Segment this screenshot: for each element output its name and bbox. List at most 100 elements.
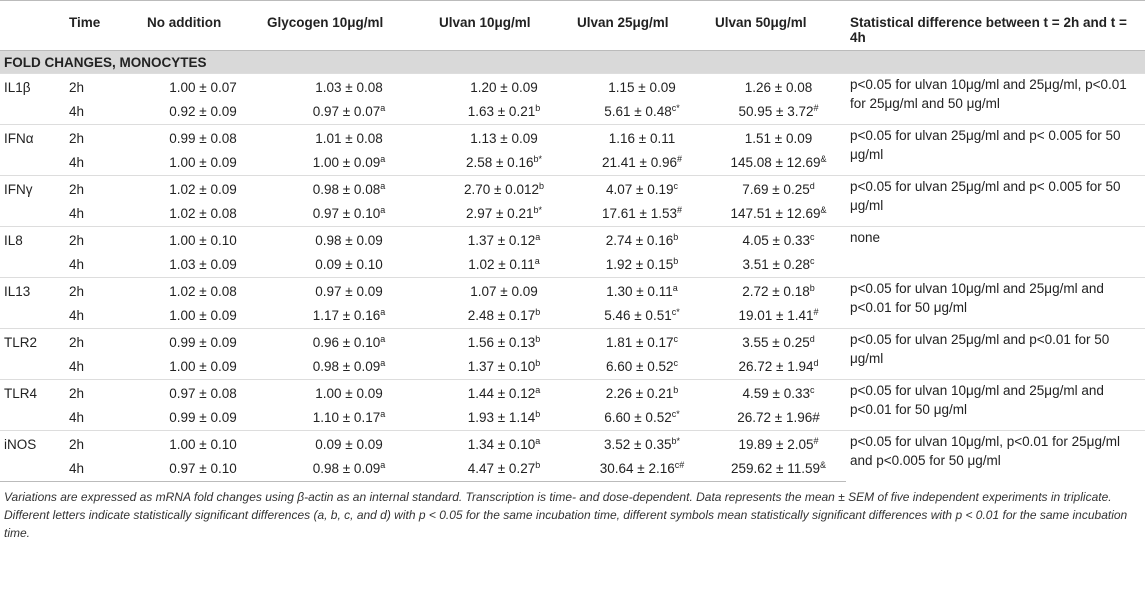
value-text: 1.00 ± 0.10 bbox=[169, 436, 237, 452]
time-label: 2h bbox=[65, 328, 143, 355]
value-cell: 17.61 ± 1.53# bbox=[573, 202, 711, 227]
value-cell: 5.46 ± 0.51c* bbox=[573, 304, 711, 329]
section-row: FOLD CHANGES, MONOCYTES bbox=[0, 50, 1145, 74]
value-text: 0.92 ± 0.09 bbox=[169, 104, 237, 120]
value-text: 2.97 ± 0.21 bbox=[466, 206, 534, 222]
data-row: 4h 1.00 ± 0.09 1.17 ± 0.16a 2.48 ± 0.17b 5.4… bbox=[0, 304, 1145, 329]
value-text: 1.92 ± 0.15 bbox=[605, 257, 674, 273]
value-cell: 1.00 ± 0.09 bbox=[143, 151, 263, 176]
value-superscript: a bbox=[380, 205, 386, 216]
value-superscript: d bbox=[809, 180, 815, 191]
value-superscript: b bbox=[535, 307, 541, 318]
value-superscript: c bbox=[673, 180, 678, 191]
empty-cell bbox=[0, 100, 65, 125]
empty-cell bbox=[0, 253, 65, 278]
value-cell: 1.03 ± 0.09 bbox=[143, 253, 263, 278]
value-text: 1.34 ± 0.10 bbox=[467, 436, 536, 452]
value-superscript: a bbox=[672, 282, 678, 293]
value-cell: 1.37 ± 0.12a bbox=[435, 226, 573, 253]
value-cell: 1.13 ± 0.09 bbox=[435, 124, 573, 151]
value-text: 2.74 ± 0.16 bbox=[605, 232, 674, 248]
gene-label: iNOS bbox=[0, 430, 65, 457]
value-cell: 1.02 ± 0.11a bbox=[435, 253, 573, 278]
value-cell: 1.26 ± 0.08 bbox=[711, 73, 846, 100]
value-cell: 0.98 ± 0.09 bbox=[263, 226, 435, 253]
value-cell: 21.41 ± 0.96# bbox=[573, 151, 711, 176]
value-superscript: & bbox=[820, 205, 827, 216]
value-text: 147.51 ± 12.69 bbox=[730, 206, 821, 222]
value-text: 2.70 ± 0.012 bbox=[464, 181, 539, 197]
value-superscript: d bbox=[809, 333, 815, 344]
value-cell: 1.81 ± 0.17c bbox=[573, 328, 711, 355]
value-cell: 1.63 ± 0.21b bbox=[435, 100, 573, 125]
value-text: 1.00 ± 0.09 bbox=[312, 155, 381, 171]
value-text: 0.98 ± 0.08 bbox=[312, 181, 381, 197]
value-superscript: # bbox=[676, 154, 682, 165]
value-cell: 1.51 ± 0.09 bbox=[711, 124, 846, 151]
stat-note: p<0.05 for ulvan 10μg/ml and 25μg/ml, p<… bbox=[846, 73, 1145, 125]
section-title: FOLD CHANGES, MONOCYTES bbox=[0, 50, 1145, 74]
value-superscript: b bbox=[535, 358, 541, 369]
stat-note: p<0.05 for ulvan 10μg/ml and 25μg/ml and… bbox=[846, 379, 1145, 431]
value-cell: 2.58 ± 0.16b* bbox=[435, 151, 573, 176]
data-row: 4h 0.97 ± 0.10 0.98 ± 0.09a 4.47 ± 0.27b 30.… bbox=[0, 456, 1145, 482]
value-superscript: c# bbox=[674, 460, 685, 471]
value-cell: 4.59 ± 0.33c bbox=[711, 379, 846, 406]
value-cell: 1.44 ± 0.12a bbox=[435, 379, 573, 406]
header-cell: Time bbox=[65, 0, 143, 51]
time-label: 2h bbox=[65, 430, 143, 457]
value-text: 2.48 ± 0.17 bbox=[467, 308, 536, 324]
stat-note: p<0.05 for ulvan 25μg/ml and p<0.01 for … bbox=[846, 328, 1145, 380]
value-text: 145.08 ± 12.69 bbox=[730, 155, 821, 171]
value-cell: 1.34 ± 0.10a bbox=[435, 430, 573, 457]
value-cell: 2.72 ± 0.18b bbox=[711, 277, 846, 304]
empty-cell bbox=[0, 304, 65, 329]
data-row: 4h 1.00 ± 0.09 0.98 ± 0.09a 1.37 ± 0.10b 6.6… bbox=[0, 355, 1145, 380]
value-text: 0.98 ± 0.09 bbox=[312, 359, 381, 375]
value-cell: 0.99 ± 0.09 bbox=[143, 328, 263, 355]
gene-label: IFNα bbox=[0, 124, 65, 151]
data-row: 4h 1.03 ± 0.09 0.09 ± 0.10 1.02 ± 0.11a 1.92… bbox=[0, 253, 1145, 278]
value-cell: 1.10 ± 0.17a bbox=[263, 406, 435, 431]
gene-label: TLR2 bbox=[0, 328, 65, 355]
value-text: 1.37 ± 0.12 bbox=[467, 232, 536, 248]
value-cell: 0.97 ± 0.08 bbox=[143, 379, 263, 406]
data-row: IL8 2h 1.00 ± 0.10 0.98 ± 0.09 1.37 ± 0.12a 2… bbox=[0, 226, 1145, 278]
header-cell: Ulvan 10μg/ml bbox=[435, 0, 573, 51]
value-cell: 0.97 ± 0.10 bbox=[143, 456, 263, 482]
value-cell: 1.02 ± 0.08 bbox=[143, 277, 263, 304]
value-text: 2.58 ± 0.16 bbox=[466, 155, 534, 171]
value-superscript: & bbox=[819, 460, 826, 471]
gene-label: IL8 bbox=[0, 226, 65, 253]
stat-note: p<0.05 for ulvan 10μg/ml, p<0.01 for 25μ… bbox=[846, 430, 1145, 482]
gene-label: TLR4 bbox=[0, 379, 65, 406]
value-text: 1.02 ± 0.08 bbox=[169, 283, 237, 299]
value-cell: 1.02 ± 0.08 bbox=[143, 202, 263, 227]
header-cell: Ulvan 50μg/ml bbox=[711, 0, 846, 51]
value-text: 1.01 ± 0.08 bbox=[315, 130, 383, 146]
value-text: 0.09 ± 0.10 bbox=[315, 257, 383, 273]
value-cell: 0.99 ± 0.08 bbox=[143, 124, 263, 151]
value-text: 1.30 ± 0.11 bbox=[606, 283, 673, 299]
value-text: 0.98 ± 0.09 bbox=[315, 232, 383, 248]
value-superscript: c bbox=[673, 333, 678, 344]
value-superscript: b bbox=[535, 460, 541, 471]
time-label: 2h bbox=[65, 124, 143, 151]
stat-note: none bbox=[846, 226, 1145, 278]
value-cell: 1.00 ± 0.09 bbox=[143, 355, 263, 380]
value-superscript: c bbox=[809, 231, 815, 242]
value-superscript: b* bbox=[671, 435, 680, 446]
value-text: 50.95 ± 3.72 bbox=[738, 104, 814, 120]
value-text: 4.05 ± 0.33 bbox=[742, 232, 810, 248]
value-cell: 1.03 ± 0.08 bbox=[263, 73, 435, 100]
time-label: 4h bbox=[69, 410, 85, 426]
time-label: 4h bbox=[69, 155, 85, 171]
value-cell: 2.97 ± 0.21b* bbox=[435, 202, 573, 227]
value-superscript: a bbox=[380, 307, 386, 318]
empty-cell bbox=[0, 355, 65, 380]
value-text: 30.64 ± 2.16 bbox=[599, 461, 675, 477]
value-superscript: a bbox=[535, 435, 541, 446]
value-cell: 0.97 ± 0.09 bbox=[263, 277, 435, 304]
time-label: 2h bbox=[65, 175, 143, 202]
